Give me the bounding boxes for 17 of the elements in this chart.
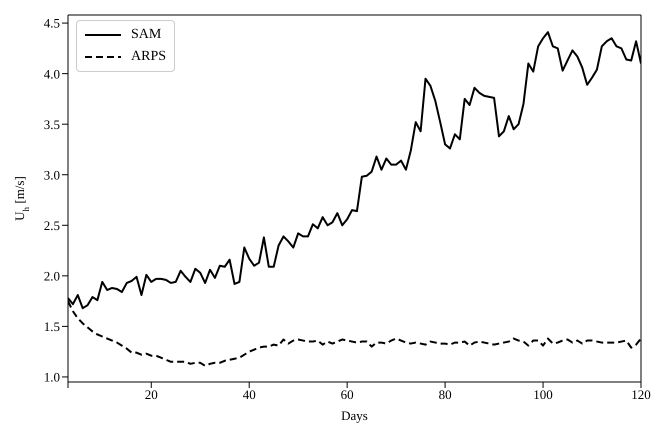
x-tick-label: 20: [144, 387, 158, 402]
y-tick-label: 4.5: [44, 16, 60, 31]
x-tick-label: 120: [631, 387, 651, 402]
legend-label: SAM: [131, 26, 162, 44]
y-tick-label: 4.0: [44, 66, 60, 82]
y-tick-label: 2.5: [44, 218, 60, 233]
y-tick-label: 2.0: [44, 268, 60, 284]
x-axis-title: Days: [341, 408, 368, 423]
y-tick-label: 1.5: [44, 319, 60, 334]
y-tick-label: 1.0: [44, 370, 60, 385]
x-tick-label: 60: [340, 387, 354, 402]
y-tick-label: 3.0: [44, 167, 60, 182]
x-tick-label: 100: [533, 387, 553, 402]
y-tick-label: 3.5: [44, 116, 60, 132]
x-tick-label: 80: [438, 387, 452, 402]
x-tick-label: 40: [242, 387, 256, 402]
legend-label: ARPS: [131, 48, 166, 66]
